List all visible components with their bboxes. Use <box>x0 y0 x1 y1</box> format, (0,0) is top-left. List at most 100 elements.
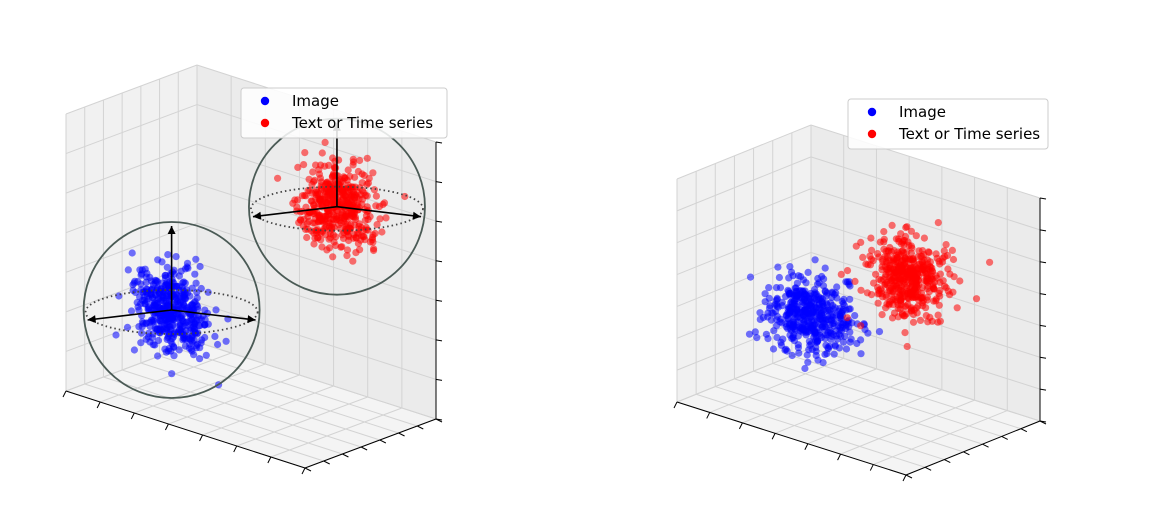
data-point <box>934 219 942 227</box>
legend-label: Image <box>899 103 946 121</box>
data-point <box>349 257 357 265</box>
arrow-head <box>167 226 176 234</box>
data-point <box>924 278 932 286</box>
data-point <box>972 295 981 303</box>
legend-label: Text or Time series <box>898 125 1040 143</box>
data-point <box>926 258 935 266</box>
data-point <box>153 278 162 286</box>
data-point <box>892 235 901 243</box>
data-point <box>170 330 178 338</box>
data-point <box>329 253 337 261</box>
data-point <box>765 304 774 312</box>
z-tick <box>435 339 443 342</box>
data-point <box>222 337 230 345</box>
data-point <box>804 358 812 366</box>
data-point <box>801 364 809 373</box>
axis-arrow <box>252 205 338 218</box>
legend-label: Image <box>292 92 339 110</box>
data-point <box>924 248 933 256</box>
legend-frame <box>240 87 448 139</box>
data-point <box>791 325 799 333</box>
data-point <box>836 305 844 313</box>
z-tick <box>435 378 443 381</box>
x-tick <box>738 422 743 430</box>
data-point <box>378 228 386 236</box>
data-point <box>347 220 355 228</box>
data-point <box>930 278 939 286</box>
y-tick <box>304 467 312 472</box>
data-point <box>372 192 380 200</box>
data-point <box>745 330 754 338</box>
data-point <box>916 316 925 324</box>
data-point <box>907 307 915 315</box>
data-point <box>761 290 769 298</box>
data-point <box>319 218 327 226</box>
data-point <box>898 294 906 302</box>
data-point <box>821 334 829 343</box>
data-point <box>362 212 371 220</box>
data-point <box>796 314 805 322</box>
data-point <box>112 331 120 339</box>
data-point <box>358 200 366 208</box>
y-tick <box>982 443 989 448</box>
data-point <box>885 300 893 308</box>
data-point <box>335 156 343 164</box>
data-point <box>140 288 148 296</box>
data-point <box>956 277 964 285</box>
data-point <box>875 275 883 283</box>
data-point <box>348 184 356 192</box>
data-point <box>189 301 197 309</box>
data-point <box>779 335 787 343</box>
data-point <box>352 234 360 242</box>
data-point <box>778 319 786 327</box>
data-point <box>759 313 768 322</box>
x-tick <box>233 445 238 453</box>
z-tick <box>1039 261 1047 264</box>
data-point <box>812 343 820 351</box>
data-point <box>851 312 859 320</box>
data-point <box>186 340 194 348</box>
series-text-or-time-series <box>837 219 994 351</box>
data-point <box>129 286 137 295</box>
data-point <box>172 253 180 261</box>
data-point <box>356 156 364 165</box>
data-point <box>821 287 829 295</box>
data-point <box>886 287 894 295</box>
data-point <box>919 297 928 305</box>
data-point <box>904 255 912 263</box>
z-tick <box>1039 229 1047 232</box>
z-tick <box>435 141 443 144</box>
y-tick <box>1020 428 1028 433</box>
data-point <box>317 161 325 169</box>
data-point <box>857 350 865 358</box>
data-point <box>797 324 805 332</box>
data-point <box>857 322 865 330</box>
data-point <box>147 316 155 324</box>
data-point <box>326 244 334 252</box>
data-point <box>935 257 943 265</box>
data-point <box>888 314 897 322</box>
data-point <box>140 296 148 304</box>
data-point <box>890 256 898 264</box>
data-point <box>326 234 334 242</box>
data-point <box>914 302 922 310</box>
y-tick <box>379 439 387 444</box>
data-point <box>793 279 802 287</box>
data-point <box>930 285 938 293</box>
data-point <box>154 256 162 264</box>
x-axis-line <box>65 390 306 469</box>
data-point <box>819 359 827 367</box>
data-point <box>883 253 891 261</box>
data-point <box>767 316 775 324</box>
data-point <box>912 232 920 240</box>
z-tick <box>1039 356 1047 359</box>
data-point <box>310 240 318 248</box>
z-tick <box>435 299 443 302</box>
data-point <box>318 243 326 251</box>
data-point <box>878 311 886 319</box>
data-point <box>746 273 755 281</box>
data-point <box>804 268 812 276</box>
data-point <box>128 249 136 257</box>
data-point <box>907 277 915 285</box>
data-point <box>918 258 926 266</box>
